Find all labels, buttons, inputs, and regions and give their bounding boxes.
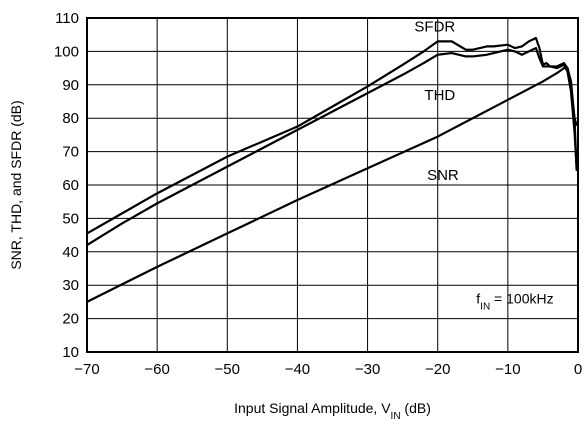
- x-tick-label: −50: [215, 361, 240, 378]
- x-tick-label: −70: [74, 361, 99, 378]
- x-tick-labels: −70 −60 −50 −40 −30 −20 −10 0: [74, 361, 582, 378]
- frequency-annotation: fIN = 100kHz: [476, 291, 553, 313]
- x-axis-title-main: Input Signal Amplitude, V: [234, 400, 391, 416]
- x-tick-label: −10: [495, 361, 520, 378]
- y-tick-label: 90: [62, 77, 79, 94]
- y-tick-label: 50: [62, 210, 79, 227]
- plot-frame: [86, 17, 579, 353]
- x-tick-label: 0: [574, 361, 582, 378]
- x-tick-label: −60: [144, 361, 169, 378]
- y-tick-label: 20: [62, 311, 79, 328]
- y-axis-title: SNR, THD, and SFDR (dB): [8, 100, 24, 269]
- y-tick-label: 60: [62, 177, 79, 194]
- x-tick-label: −20: [425, 361, 450, 378]
- series-label-snr: SNR: [427, 167, 459, 184]
- y-tick-label: 80: [62, 110, 79, 127]
- annotation-symbol: f: [476, 291, 480, 307]
- y-tick-labels: 10 20 30 40 50 60 70 80 90 100 110: [54, 10, 79, 361]
- y-tick-label: 10: [62, 344, 79, 361]
- series-labels: SFDR THD SNR: [414, 18, 459, 184]
- x-axis-title-units: (dB): [401, 400, 431, 416]
- x-axis-title: Input Signal Amplitude, VIN (dB): [234, 400, 431, 421]
- series-line-sfdr: [85, 36, 578, 235]
- y-tick-label: 110: [55, 10, 79, 27]
- y-tick-label: 40: [62, 244, 79, 261]
- x-tick-label: −30: [355, 361, 380, 378]
- series-lines: [85, 36, 578, 303]
- y-tick-label: 100: [54, 43, 79, 60]
- y-tick-label: 30: [62, 277, 79, 294]
- annotation-subscript: IN: [480, 301, 490, 312]
- series-label-sfdr: SFDR: [414, 18, 455, 35]
- series-line-thd: [85, 46, 578, 247]
- y-tick-label: 70: [62, 144, 79, 161]
- grid: [87, 18, 578, 352]
- series-label-thd: THD: [424, 87, 455, 104]
- x-tick-label: −40: [285, 361, 310, 378]
- x-axis-title-subscript: IN: [391, 411, 401, 421]
- annotation-value: = 100kHz: [490, 291, 553, 307]
- series-line-snr: [85, 67, 578, 303]
